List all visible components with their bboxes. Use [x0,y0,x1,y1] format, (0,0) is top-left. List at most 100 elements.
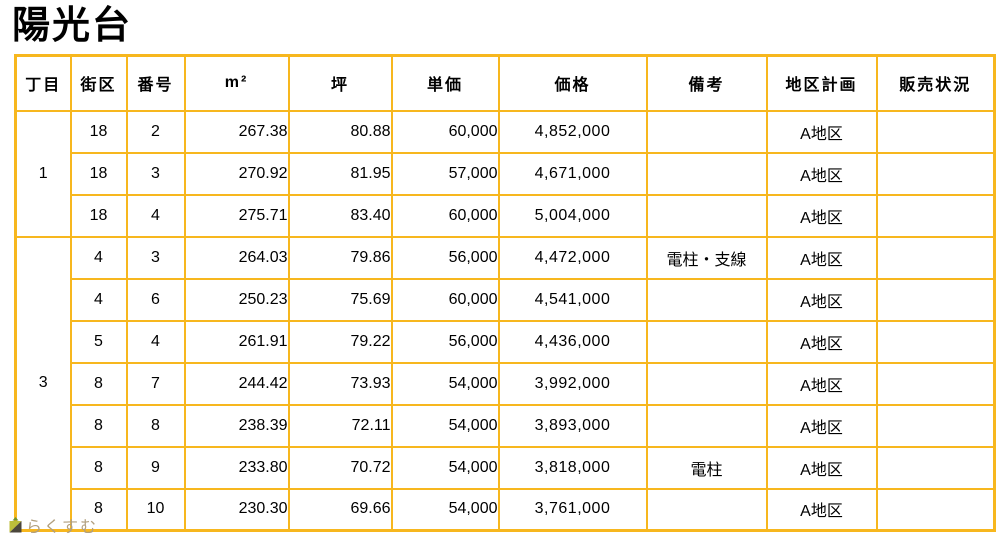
cell-bango: 2 [125,109,186,154]
cell-kakaku: 4,472,000 [497,235,648,280]
cell-tanka: 57,000 [390,151,500,196]
cell-kakaku: 4,852,000 [497,109,648,154]
cell-tsubo: 73.93 [287,361,393,406]
cell-tanka: 56,000 [390,319,500,364]
cell-bango: 3 [125,151,186,196]
cell-chiku: A地区 [765,445,878,490]
cell-biko [645,277,768,322]
cell-tsubo: 79.86 [287,235,393,280]
cell-hanbai [875,235,996,280]
cell-kakaku: 4,671,000 [497,151,648,196]
cell-kakaku: 3,761,000 [497,487,648,532]
table-row: 5 4 261.91 79.22 56,000 4,436,000 A地区 [16,319,996,364]
cell-chiku: A地区 [765,361,878,406]
cell-bango: 9 [125,445,186,490]
cell-tanka: 60,000 [390,277,500,322]
watermark-text: らくすむ [26,519,99,536]
cell-kakaku: 3,992,000 [497,361,648,406]
cell-hanbai [875,193,996,238]
table-row: 1 18 2 267.38 80.88 60,000 4,852,000 A地区 [14,109,996,238]
table-row: 8 9 233.80 70.72 54,000 3,818,000 電柱 A地区 [16,445,996,490]
cell-biko [645,319,768,364]
col-header-kakaku: 価格 [497,54,648,112]
cell-kakaku: 4,436,000 [497,319,648,364]
cell-chiku: A地区 [765,109,878,154]
cell-hanbai [875,109,996,154]
col-header-hanbai-jokyo: 販売状況 [875,54,996,112]
cell-m2: 261.91 [183,319,290,364]
cell-tsubo: 72.11 [287,403,393,448]
cell-chiku: A地区 [765,235,878,280]
cell-hanbai [875,319,996,364]
cell-m2: 244.42 [183,361,290,406]
col-header-tanka: 単価 [390,54,500,112]
cell-bango: 10 [125,487,186,532]
cell-tsubo: 70.72 [287,445,393,490]
cell-hanbai [875,151,996,196]
cell-m2: 250.23 [183,277,290,322]
cell-bango: 7 [125,361,186,406]
cell-kakaku: 5,004,000 [497,193,648,238]
cell-gaiku: 18 [69,193,128,238]
cell-chiku: A地区 [765,277,878,322]
cell-biko [645,487,768,532]
cell-kakaku: 4,541,000 [497,277,648,322]
cell-chiku: A地区 [765,193,878,238]
table-row: 4 6 250.23 75.69 60,000 4,541,000 A地区 [16,277,996,322]
cell-tsubo: 83.40 [287,193,393,238]
table-row: 18 4 275.71 83.40 60,000 5,004,000 A地区 [16,193,996,238]
cell-tanka: 54,000 [390,403,500,448]
cell-gaiku: 18 [69,109,128,154]
table-row: 3 4 3 264.03 79.86 56,000 4,472,000 電柱・支… [14,235,996,532]
cell-bango: 6 [125,277,186,322]
cell-m2: 275.71 [183,193,290,238]
cell-tanka: 60,000 [390,193,500,238]
cell-gaiku: 8 [69,445,128,490]
table-row: 8 7 244.42 73.93 54,000 3,992,000 A地区 [16,361,996,406]
cell-tsubo: 81.95 [287,151,393,196]
cell-gaiku: 4 [69,277,128,322]
col-header-m2: m² [183,54,290,112]
cell-chiku: A地区 [765,403,878,448]
cell-gaiku: 8 [69,361,128,406]
col-header-gaiku: 街区 [69,54,128,112]
cell-bango: 3 [125,235,186,280]
header-row: 丁目 街区 番号 m² 坪 単価 価格 備考 地区計画 販売状況 [14,54,996,112]
cell-biko [645,403,768,448]
cell-bango: 8 [125,403,186,448]
cell-m2: 230.30 [183,487,290,532]
cell-m2: 264.03 [183,235,290,280]
cell-hanbai [875,277,996,322]
cell-chiku: A地区 [765,151,878,196]
land-price-table: 丁目 街区 番号 m² 坪 単価 価格 備考 地区計画 販売状況 1 18 2 … [14,54,996,532]
cell-m2: 267.38 [183,109,290,154]
watermark: らくすむ [8,513,98,537]
cell-tsubo: 75.69 [287,277,393,322]
cell-kakaku: 3,818,000 [497,445,648,490]
cell-biko [645,151,768,196]
cell-biko [645,193,768,238]
cell-biko: 電柱 [645,445,768,490]
cell-chiku: A地区 [765,319,878,364]
cell-gaiku: 8 [69,403,128,448]
cell-kakaku: 3,893,000 [497,403,648,448]
table-row: 18 3 270.92 81.95 57,000 4,671,000 A地区 [16,151,996,196]
cell-m2: 233.80 [183,445,290,490]
col-header-bango: 番号 [125,54,186,112]
cell-tsubo: 79.22 [287,319,393,364]
col-header-biko: 備考 [645,54,768,112]
cell-hanbai [875,361,996,406]
cell-bango: 4 [125,319,186,364]
cell-tanka: 60,000 [390,109,500,154]
cell-tanka: 56,000 [390,235,500,280]
cell-gaiku: 4 [69,235,128,280]
table-row: 8 10 230.30 69.66 54,000 3,761,000 A地区 [16,487,996,532]
cell-biko [645,109,768,154]
col-header-chiku-keikaku: 地区計画 [765,54,878,112]
cell-tsubo: 80.88 [287,109,393,154]
cell-bango: 4 [125,193,186,238]
cell-gaiku: 5 [69,319,128,364]
cell-hanbai [875,403,996,448]
col-header-tsubo: 坪 [287,54,393,112]
cell-tanka: 54,000 [390,361,500,406]
